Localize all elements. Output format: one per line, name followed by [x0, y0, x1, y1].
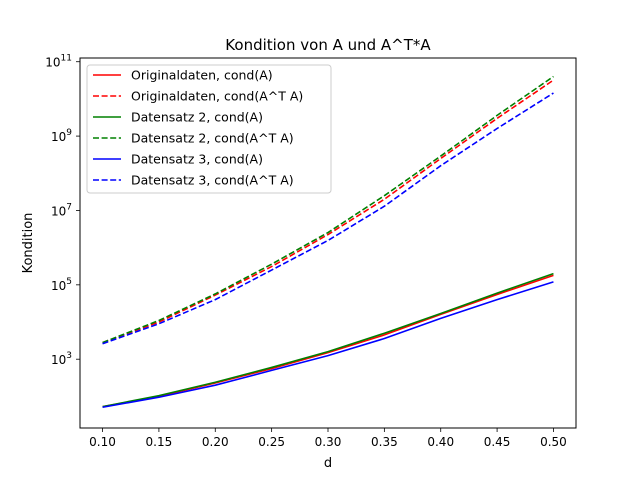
x-axis: 0.10 0.15 0.20 0.25 0.30 0.35 0.40 0.45 0.50 — [89, 428, 567, 449]
legend: Originaldaten, cond(A) Originaldaten, con… — [86, 64, 332, 194]
x-tick-label: 0.50 — [540, 435, 567, 449]
series-line-3 — [102, 272, 554, 408]
legend-label-5: Datensatz 3, cond(A) — [131, 152, 263, 167]
legend-box — [86, 64, 332, 194]
series-line-4 — [102, 75, 554, 344]
x-tick-label: 0.15 — [146, 435, 173, 449]
x-tick-label: 0.30 — [315, 435, 342, 449]
legend-label-4: Datensatz 2, cond(A^T A) — [131, 131, 294, 146]
legend-label-2: Originaldaten, cond(A^T A) — [131, 89, 303, 104]
x-tick-label: 0.45 — [484, 435, 511, 449]
series-line-6 — [102, 92, 554, 345]
y-tick-label: 103 — [51, 351, 72, 367]
y-axis-label: Kondition — [21, 213, 36, 274]
x-tick-label: 0.35 — [371, 435, 398, 449]
series-line-2 — [102, 79, 554, 344]
y-tick-label: 1011 — [45, 54, 72, 70]
series-layer — [102, 75, 554, 409]
x-axis-label: d — [324, 456, 332, 471]
x-tick-label: 0.10 — [89, 435, 116, 449]
legend-label-6: Datensatz 3, cond(A^T A) — [131, 173, 294, 188]
y-axis: 103 105 107 109 1011 — [45, 54, 80, 367]
x-tick-label: 0.20 — [202, 435, 229, 449]
y-tick-label: 109 — [51, 128, 72, 144]
x-tick-label: 0.25 — [258, 435, 285, 449]
x-tick-label: 0.40 — [427, 435, 454, 449]
y-tick-label: 107 — [51, 202, 72, 218]
y-tick-label: 105 — [51, 277, 72, 293]
legend-label-1: Originaldaten, cond(A) — [131, 68, 273, 83]
series-line-5 — [102, 281, 554, 409]
plot-area — [102, 75, 554, 409]
chart-title: Kondition von A und A^T*A — [225, 36, 431, 54]
legend-label-3: Datensatz 2, cond(A) — [131, 110, 263, 125]
